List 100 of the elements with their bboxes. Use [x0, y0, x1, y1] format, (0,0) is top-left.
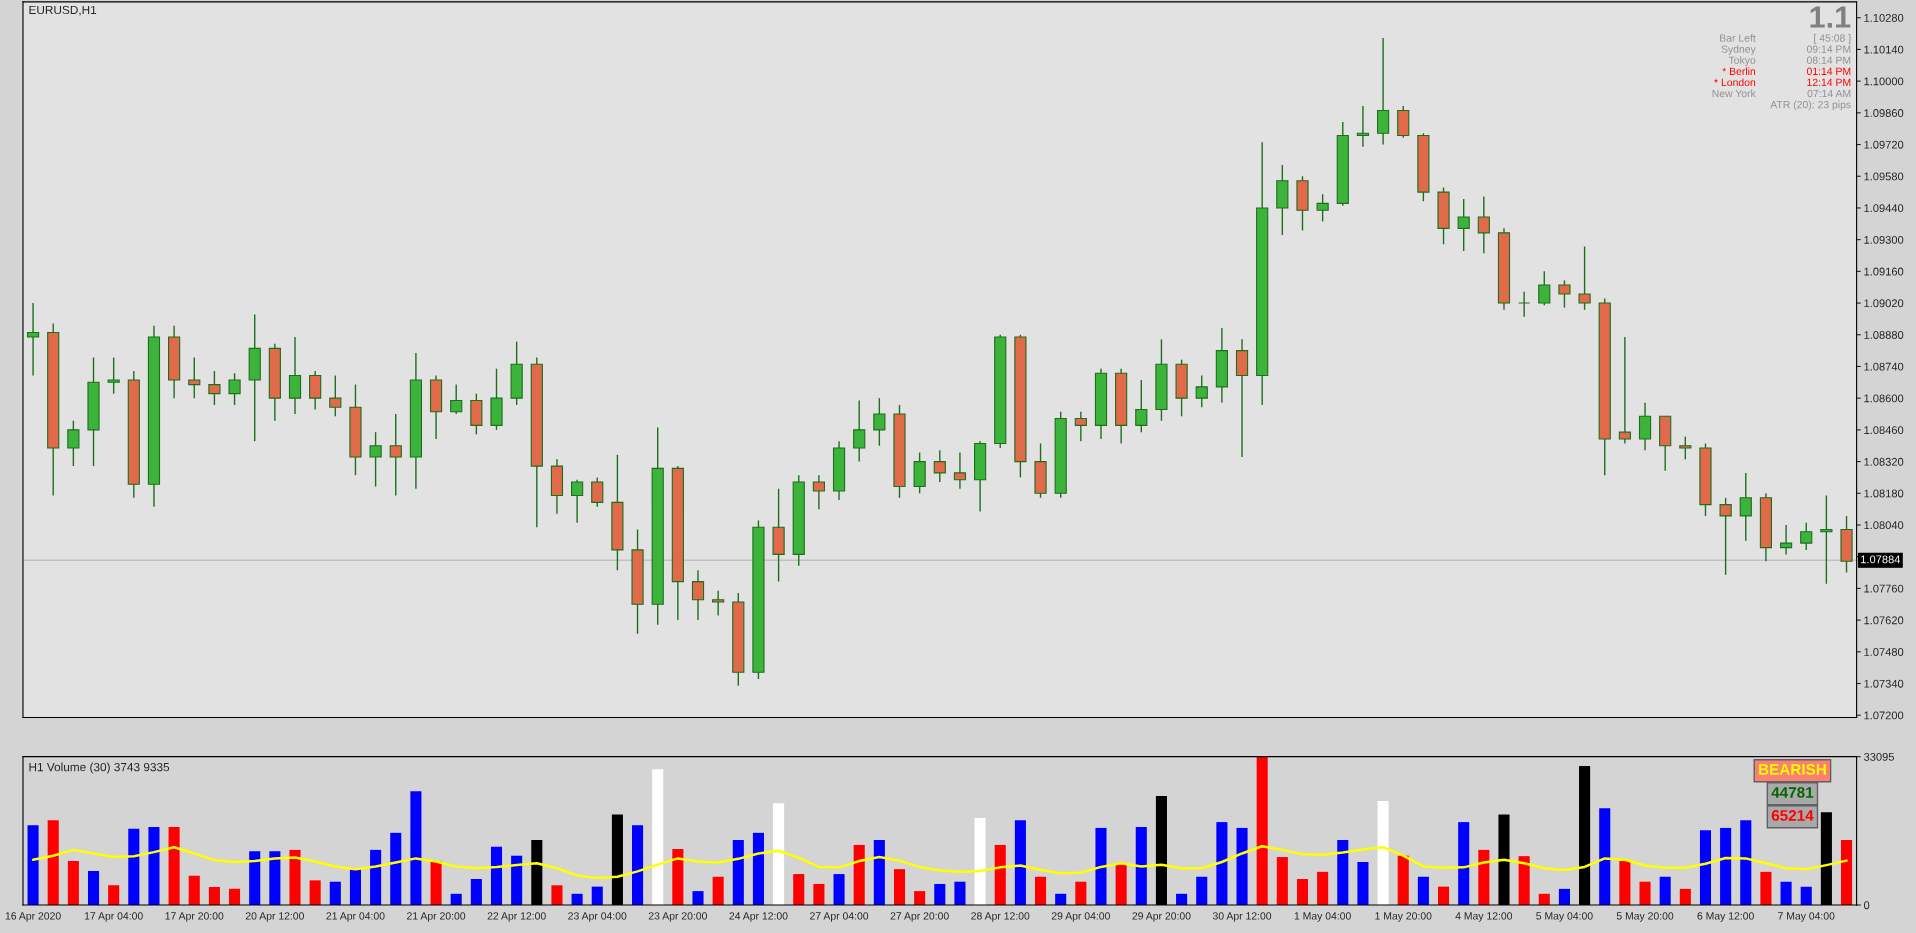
bar [289, 849, 301, 906]
candlestick [1074, 411, 1087, 442]
bar [893, 869, 906, 906]
candlestick [1800, 522, 1813, 551]
annotation: [ 45:08 ] [1814, 34, 1851, 44]
bar [430, 861, 442, 906]
candlestick [288, 336, 302, 415]
y-tick-label: 1.08740 [1864, 362, 1904, 371]
candlestick [691, 569, 705, 621]
x-tick-label: 4 May 12:00 [1455, 912, 1513, 922]
bar [833, 874, 845, 906]
candlestick [1618, 336, 1631, 445]
bar [1377, 801, 1389, 906]
bar [208, 887, 220, 906]
x-tick-label: 29 Apr 20:00 [1132, 912, 1191, 922]
bar [591, 886, 603, 906]
y-tick-label: 1.08180 [1864, 489, 1904, 498]
bar [349, 869, 361, 906]
candlestick [812, 474, 825, 510]
x-tick-label: 6 May 12:00 [1697, 912, 1754, 922]
y-tick-label: 1.09440 [1864, 204, 1904, 213]
candlestick [1356, 105, 1370, 148]
annotation: 09:14 PM [1806, 45, 1851, 53]
bar [672, 848, 684, 906]
candlestick [1538, 270, 1551, 307]
bar [1317, 871, 1329, 906]
x-tick-label: 21 Apr 20:00 [407, 912, 466, 922]
y-tick-label: 1.07620 [1864, 616, 1904, 625]
candlestick [309, 370, 322, 411]
bar [974, 818, 986, 906]
bar [954, 881, 966, 906]
candlestick [853, 399, 866, 463]
annotation: Sydney [1721, 45, 1756, 55]
candlestick [571, 478, 584, 524]
y-tick-label: 1.09580 [1864, 172, 1904, 181]
bar [229, 888, 241, 906]
annotation: 12:14 PM [1807, 78, 1851, 86]
bar [1014, 820, 1026, 906]
bar [490, 846, 503, 906]
bar [1780, 881, 1792, 906]
candlestick [1719, 497, 1732, 576]
y-tick-label: 1.10140 [1864, 45, 1904, 54]
candlestick [188, 356, 201, 399]
y-tick-label: 1.08880 [1864, 331, 1904, 339]
bar [1196, 876, 1208, 906]
y-tick-label: 33095 [1863, 752, 1894, 761]
x-tick-label: 17 Apr 20:00 [165, 912, 224, 922]
bar [773, 803, 785, 906]
candlestick [1376, 37, 1390, 146]
bar [309, 880, 321, 906]
annotation: 65214 [1771, 810, 1814, 821]
bar [1296, 879, 1309, 906]
y-tick-label: 1.08040 [1864, 521, 1904, 530]
y-tick-label: 1.09300 [1864, 235, 1904, 244]
bar [1397, 855, 1409, 906]
y-tick-label: 1.07340 [1864, 679, 1904, 688]
bar [551, 885, 563, 906]
candlestick [329, 374, 342, 417]
bar [652, 769, 664, 906]
annotation: ATR (20): 23 pips [1770, 100, 1851, 111]
x-tick-label: 23 Apr 04:00 [568, 912, 627, 922]
bar [1357, 861, 1369, 906]
bar [793, 874, 805, 906]
candlestick [26, 302, 40, 377]
bar [1438, 886, 1450, 906]
bar [1518, 856, 1530, 906]
candlestick [1518, 291, 1531, 318]
annotation: 44781 [1771, 787, 1814, 798]
bar [914, 891, 926, 906]
bar [873, 840, 885, 906]
annotation: New York [1712, 89, 1756, 98]
y-tick-label: 1.09720 [1864, 140, 1904, 149]
candlestick [1195, 374, 1208, 408]
bar [732, 840, 744, 906]
x-tick-label: 24 Apr 12:00 [729, 912, 788, 922]
annotation: 07:14 AM [1807, 89, 1851, 98]
x-tick-label: 27 Apr 20:00 [890, 912, 949, 922]
bar [27, 825, 39, 906]
bar [1417, 876, 1429, 906]
bar [511, 855, 523, 906]
bar [1115, 864, 1127, 906]
x-tick-label: 1 May 20:00 [1375, 912, 1432, 922]
annotation: 1.1 [1810, 6, 1851, 28]
x-tick-label: 20 Apr 12:00 [245, 912, 304, 922]
bar [1478, 849, 1490, 906]
candlestick [1558, 279, 1571, 309]
bar [470, 879, 482, 906]
annotation: 01:14 PM [1806, 67, 1851, 75]
x-tick-label: 7 May 04:00 [1778, 912, 1835, 922]
bar [1558, 888, 1570, 906]
bar [249, 851, 261, 906]
y-tick-label: 1.08320 [1864, 457, 1904, 466]
bar [1216, 822, 1228, 906]
candlestick [873, 397, 886, 447]
candlestick [228, 372, 241, 406]
y-tick-label: 1.09160 [1864, 267, 1904, 276]
bar [128, 828, 140, 906]
candlestick [1316, 193, 1329, 223]
x-tick-label: 27 Apr 04:00 [810, 912, 869, 922]
y-tick-label: 1.07480 [1864, 648, 1904, 656]
